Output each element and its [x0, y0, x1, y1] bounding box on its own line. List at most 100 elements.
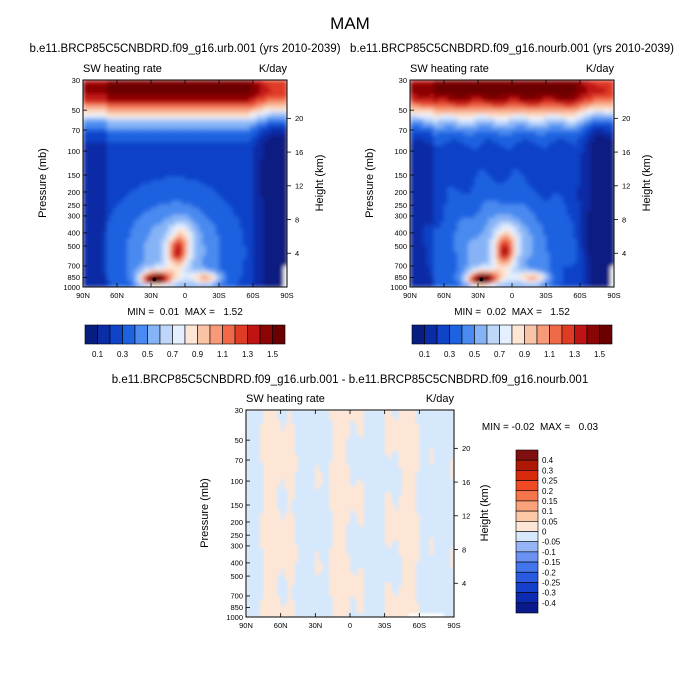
panel-urb-cell — [236, 135, 240, 140]
panel-nourb-cell — [501, 121, 506, 126]
panel-urb-cell — [83, 97, 87, 102]
panel-urb-cell — [253, 266, 257, 271]
panel-nourb-cell — [508, 111, 513, 116]
panel-urb-cell — [127, 104, 132, 109]
panel-nourb-cell — [427, 121, 431, 126]
panel-urb-cell — [106, 221, 111, 226]
panel-urb-cell — [236, 152, 240, 157]
panel-nourb-cell — [457, 117, 462, 122]
panel-urb-cell — [219, 204, 223, 209]
panel-urb-cell — [270, 242, 274, 247]
panel-urb-cell — [225, 128, 230, 133]
panel-urb-cell — [202, 162, 206, 167]
panel-urb-cell — [219, 90, 223, 95]
panel-urb-cell — [283, 90, 287, 95]
panel-urb-cell — [266, 162, 271, 167]
panel-urb-cell — [178, 211, 183, 216]
panel-urb-cell — [215, 169, 220, 174]
panel-urb-cell — [106, 193, 111, 198]
panel-urb-cell — [225, 231, 230, 236]
panel-urb-cell — [249, 273, 254, 278]
panel-urb-cell — [130, 124, 135, 129]
panel-urb-cell — [100, 186, 104, 191]
panel-urb-cell — [232, 273, 237, 278]
panel-nourb-cell — [444, 97, 448, 102]
panel-urb-cell — [225, 228, 230, 233]
panel-nourb-cell — [559, 80, 564, 85]
panel-urb-cell — [93, 252, 98, 257]
panel-urb-cell — [168, 111, 172, 116]
panel-urb-cell — [276, 245, 281, 250]
panel-urb-cell — [280, 107, 285, 112]
panel-nourb-cell — [444, 100, 448, 105]
panel-nourb-cell — [440, 142, 445, 147]
panel-nourb-cell — [454, 128, 459, 133]
panel-urb-cell — [232, 252, 237, 257]
panel-urb-cell — [253, 252, 257, 257]
panel-urb-cell — [100, 218, 104, 223]
panel-urb-cell — [178, 138, 183, 143]
panel-urb-cell — [100, 86, 104, 91]
panel-urb-cell — [134, 145, 138, 150]
panel-urb-cell — [205, 166, 210, 171]
panel-urb-cell — [253, 249, 257, 254]
panel-urb-cell — [225, 235, 230, 240]
panel-urb-cell — [117, 200, 121, 205]
panel-urb-cell — [100, 204, 104, 209]
panel-nourb-cell — [563, 97, 567, 102]
panel-urb-cell — [185, 259, 189, 264]
panel-urb-cell — [157, 155, 162, 160]
panel-urb-cell — [140, 190, 145, 195]
panel-urb-cell — [144, 269, 149, 274]
panel-urb-cell — [144, 155, 149, 160]
panel-urb-cell — [212, 283, 217, 287]
panel-urb-cell — [276, 255, 281, 260]
panel-urb-cell — [93, 273, 98, 278]
panel-nourb-cell — [532, 80, 537, 85]
panel-urb-cell — [225, 176, 230, 181]
panel-urb-cell — [229, 224, 234, 229]
panel-urb-cell — [280, 221, 285, 226]
panel-urb-cell — [86, 283, 91, 287]
panel-urb-cell — [202, 107, 206, 112]
panel-urb-cell — [270, 159, 274, 164]
panel-urb-cell — [113, 235, 118, 240]
panel-urb-cell — [157, 224, 162, 229]
panel-nourb-cell — [471, 114, 476, 119]
panel-urb-cell — [171, 221, 176, 226]
panel-urb-cell — [168, 93, 172, 98]
panel-nourb-cell — [478, 100, 482, 105]
panel-nourb-cell — [491, 128, 496, 133]
panel-urb-cell — [270, 273, 274, 278]
panel-urb-cell — [195, 218, 200, 223]
panel-urb-cell — [144, 186, 149, 191]
panel-urb-cell — [259, 255, 264, 260]
panel-urb-cell — [246, 128, 251, 133]
panel-urb-cell — [96, 131, 101, 136]
panel-nourb-cell — [501, 100, 506, 105]
panel-nourb-cell — [420, 107, 425, 112]
panel-urb-cell — [191, 138, 196, 143]
panel-urb-cell — [229, 173, 234, 178]
panel-urb-cell — [181, 145, 186, 150]
panel-nourb-cell — [416, 86, 421, 91]
panel-nourb-cell — [488, 124, 493, 129]
panel-urb-cell — [266, 90, 271, 95]
panel-urb-cell — [256, 142, 261, 147]
panel-nourb-cell — [457, 80, 462, 85]
panel-nourb-cell — [549, 114, 554, 119]
panel-urb-cell — [93, 259, 98, 264]
panel-urb-cell — [208, 183, 213, 188]
panel-nourb-cell — [549, 138, 554, 143]
panel-urb-cell — [154, 173, 159, 178]
panel-nourb-cell — [549, 131, 554, 136]
panel-nourb-cell — [576, 83, 581, 88]
panel-urb-cell — [89, 145, 94, 150]
panel-urb-cell — [239, 238, 244, 243]
panel-urb-cell — [117, 193, 121, 198]
panel-urb-cell — [157, 114, 162, 119]
panel-nourb-cell — [508, 104, 513, 109]
panel-urb-cell — [215, 173, 220, 178]
panel-urb-cell — [174, 180, 179, 185]
panel-nourb-cell — [495, 111, 499, 116]
